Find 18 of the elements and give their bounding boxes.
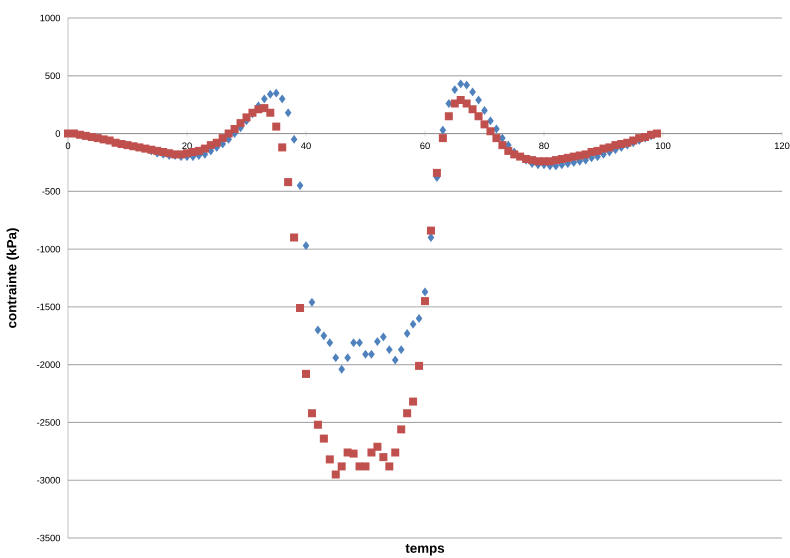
x-tick-label: 80 <box>539 142 549 150</box>
y-tick-label: -1500 <box>36 304 60 310</box>
y-tick-label: -500 <box>42 188 60 195</box>
y-tick-label: -1000 <box>36 246 60 252</box>
y-tick-label: -3500 <box>36 534 60 542</box>
y-tick-label: -3000 <box>36 476 60 484</box>
y-tick-label: 500 <box>45 72 60 80</box>
x-tick-label: 100 <box>656 142 670 150</box>
x-axis-title: temps <box>406 544 444 556</box>
y-tick-label: -2000 <box>36 361 60 368</box>
y-tick-label: 0 <box>56 130 60 137</box>
x-tick-label: 120 <box>774 142 790 150</box>
y-tick-label: -2500 <box>36 419 60 426</box>
x-tick-label: 0 <box>66 142 70 150</box>
y-axis-title: contrainte (kPa) <box>6 228 20 328</box>
y-tick-label: 1000 <box>40 14 60 22</box>
x-tick-label: 40 <box>301 142 311 150</box>
x-tick-label: 60 <box>420 142 430 150</box>
